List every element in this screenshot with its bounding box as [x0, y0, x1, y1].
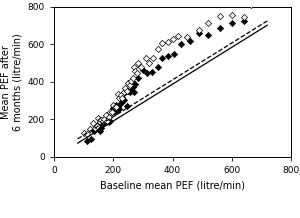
Point: [241, 15, 246, 19]
Point: [249, 3, 254, 7]
Point: [170, 37, 175, 41]
Point: [185, 35, 190, 38]
Point: [102, 117, 107, 120]
Point: [108, 119, 113, 123]
Point: [130, 85, 135, 89]
Point: [127, 83, 132, 87]
Point: [98, 129, 102, 133]
Point: [133, 82, 138, 85]
Point: [134, 71, 139, 74]
Point: [117, 107, 122, 110]
Point: [218, 14, 222, 17]
Point: [111, 106, 116, 109]
Point: [160, 56, 164, 59]
Point: [115, 92, 120, 96]
Point: [94, 126, 99, 129]
Point: [114, 105, 118, 109]
Point: [110, 110, 114, 114]
Point: [106, 120, 111, 123]
Point: [108, 110, 113, 114]
Point: [105, 118, 110, 122]
Point: [121, 90, 126, 94]
Point: [129, 90, 134, 93]
Point: [140, 68, 145, 71]
Point: [99, 126, 104, 130]
Point: [166, 40, 170, 43]
Point: [176, 34, 181, 38]
Point: [126, 81, 130, 85]
Point: [94, 124, 99, 128]
Point: [136, 76, 141, 79]
Point: [218, 27, 222, 30]
Point: [102, 118, 107, 121]
Point: [188, 39, 193, 43]
Point: [90, 121, 95, 125]
Point: [121, 98, 126, 102]
Point: [120, 97, 124, 100]
Point: [206, 33, 211, 36]
Point: [179, 42, 184, 46]
Point: [120, 95, 124, 98]
Point: [123, 90, 128, 94]
Point: [197, 28, 202, 32]
Point: [230, 21, 234, 25]
Point: [139, 65, 144, 68]
Point: [93, 126, 98, 129]
Point: [145, 72, 150, 75]
Point: [106, 116, 111, 119]
Point: [103, 120, 108, 124]
Point: [206, 22, 211, 25]
X-axis label: Baseline mean PEF (litre/min): Baseline mean PEF (litre/min): [100, 181, 245, 191]
Point: [114, 104, 118, 107]
Point: [100, 119, 105, 123]
Point: [111, 103, 116, 107]
Point: [172, 52, 176, 55]
Point: [110, 110, 114, 113]
Point: [160, 41, 164, 45]
Point: [112, 105, 117, 109]
Point: [151, 56, 156, 59]
Point: [118, 101, 123, 105]
Point: [84, 132, 89, 136]
Point: [230, 13, 234, 16]
Point: [96, 116, 101, 120]
Point: [127, 90, 132, 94]
Point: [155, 47, 160, 51]
Point: [105, 119, 110, 123]
Point: [118, 93, 123, 96]
Point: [117, 96, 122, 99]
Point: [124, 104, 129, 107]
Point: [166, 54, 170, 58]
Point: [133, 70, 138, 73]
Point: [241, 20, 246, 23]
Point: [99, 118, 104, 122]
Point: [124, 89, 129, 92]
Point: [115, 105, 120, 109]
Point: [81, 132, 86, 135]
Point: [123, 86, 128, 90]
Point: [103, 113, 108, 116]
Point: [155, 65, 160, 68]
Point: [197, 31, 202, 35]
Y-axis label: Mean PEF after
6 months (litre/min): Mean PEF after 6 months (litre/min): [1, 33, 22, 131]
Point: [98, 120, 102, 124]
Point: [132, 90, 136, 94]
Point: [136, 61, 141, 64]
Point: [92, 129, 96, 133]
Point: [149, 70, 154, 73]
Point: [98, 119, 102, 122]
Point: [96, 124, 101, 127]
Point: [88, 137, 93, 141]
Point: [143, 57, 148, 60]
Point: [129, 79, 134, 83]
Point: [132, 66, 136, 69]
Point: [112, 110, 117, 114]
Point: [146, 61, 151, 65]
Point: [84, 139, 89, 142]
Point: [87, 127, 92, 131]
Point: [126, 89, 130, 93]
Point: [100, 121, 105, 124]
Point: [130, 77, 135, 80]
